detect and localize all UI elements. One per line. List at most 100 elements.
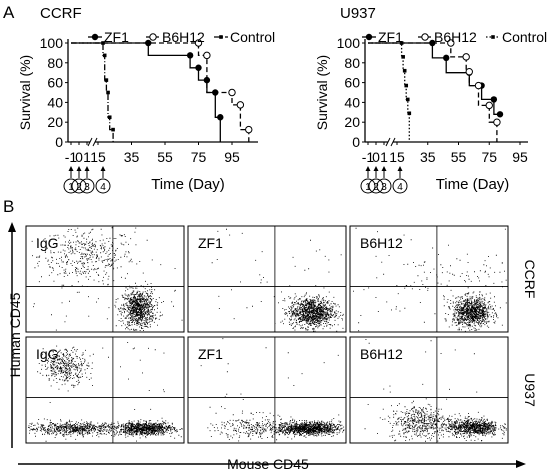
data-point	[485, 101, 493, 110]
flow-panel-label: B6H12	[360, 235, 403, 251]
treatment-arrowhead	[373, 166, 379, 171]
x-tick-label: 95	[224, 149, 240, 165]
y-tick-label: 0	[55, 134, 63, 150]
series-line-b6h12	[368, 42, 498, 142]
treatment-circle	[79, 178, 95, 194]
data-point	[447, 39, 455, 47]
treatment-arrowhead	[68, 166, 74, 171]
flow-events	[200, 338, 345, 442]
x-tick-label: 1	[83, 149, 91, 165]
legend-marker	[421, 33, 429, 41]
data-point	[195, 64, 202, 71]
series-line-zf1	[368, 42, 500, 115]
y-tick-label: 80	[344, 55, 360, 71]
flow-panel-label: IgG	[36, 346, 59, 362]
data-point	[236, 101, 245, 109]
data-point	[101, 41, 105, 45]
x-tick-label: 1	[380, 149, 388, 165]
legend-marker	[91, 33, 99, 41]
data-point	[245, 125, 253, 134]
legend-marker	[491, 35, 495, 39]
legend-marker	[365, 33, 373, 41]
axis-break	[385, 137, 391, 147]
flow-panel-frame	[349, 225, 509, 333]
y-tick-label: 20	[47, 114, 63, 130]
data-point	[462, 53, 470, 61]
flow-panel-frame	[25, 225, 185, 333]
data-point	[399, 41, 404, 45]
data-point	[465, 68, 473, 76]
treatment-number: 3	[84, 182, 90, 193]
x-axis-label: Time (Day)	[151, 176, 225, 193]
flow-panel-ccrf-zf1: ZF1	[187, 225, 347, 333]
data-point	[145, 39, 152, 47]
mouse-cd45-axis: Mouse CD45	[18, 456, 526, 472]
data-point	[474, 81, 483, 90]
row-label-u937: U937	[522, 373, 538, 407]
treatment-number: 4	[397, 182, 403, 193]
y-tick-label: 0	[352, 134, 360, 150]
x-tick-label: 15	[90, 149, 106, 165]
x-tick-label: 15	[389, 149, 405, 165]
legend-label-b6h12: B6H12	[434, 29, 477, 45]
flow-panel-ccrf-igg: IgG	[25, 225, 185, 333]
human-cd45-label: Human CD45	[7, 292, 23, 377]
legend-label-zf1: ZF1	[104, 29, 129, 45]
treatment-circle	[360, 178, 376, 194]
treatment-number: 2	[76, 182, 82, 193]
x-tick-label: 75	[191, 149, 207, 165]
flow-panel-u937-igg: IgG	[25, 336, 185, 444]
flow-panel-label: ZF1	[198, 235, 223, 251]
treatment-number: 1	[365, 182, 371, 193]
data-point	[102, 53, 107, 58]
data-point	[490, 96, 498, 103]
treatment-circle	[63, 178, 79, 194]
data-point	[401, 55, 405, 59]
data-point	[404, 83, 409, 88]
flow-events	[31, 227, 183, 331]
x-tick-label: -1	[65, 149, 78, 165]
flow-panel-label: B6H12	[360, 346, 403, 362]
y-axis-label: Survival (%)	[17, 55, 33, 130]
human-cd45-axis: Human CD45	[7, 222, 23, 448]
treatment-arrowhead	[365, 166, 371, 171]
series-line-zf1	[71, 42, 221, 142]
mouse-cd45-label: Mouse CD45	[227, 456, 309, 472]
flow-panel-ccrf-b6h12: B6H12	[349, 225, 509, 333]
y-tick-label: 60	[47, 75, 63, 91]
data-point	[106, 90, 110, 95]
flow-panel-u937-zf1: ZF1	[187, 336, 347, 444]
data-point	[186, 52, 194, 59]
data-point	[405, 97, 410, 102]
x-tick-label: 35	[124, 149, 140, 165]
legend-label-b6h12: B6H12	[162, 29, 205, 45]
axis-break	[87, 137, 93, 147]
flow-events	[211, 228, 344, 332]
x-tick-label: 95	[512, 149, 528, 165]
chart-title: U937	[340, 5, 376, 22]
x-tick-label: -1	[362, 149, 375, 165]
x-tick-label: 0	[372, 149, 380, 165]
treatment-number: 3	[381, 182, 387, 193]
flow-panel-label: ZF1	[198, 346, 223, 362]
axis-break	[390, 137, 396, 147]
treatment-arrowhead	[76, 166, 82, 171]
x-axis-label: Time (Day)	[436, 176, 510, 193]
data-point	[402, 68, 407, 73]
data-point	[203, 76, 211, 84]
data-point	[107, 115, 112, 120]
legend-label-zf1: ZF1	[378, 29, 403, 45]
x-tick-label: 75	[481, 149, 497, 165]
panel-b-letter: B	[3, 197, 14, 216]
treatment-number: 4	[100, 182, 106, 193]
flow-events	[364, 339, 507, 442]
y-tick-label: 60	[344, 75, 360, 91]
legend-marker	[219, 35, 223, 39]
row-label-ccrf: CCRF	[522, 260, 538, 299]
y-tick-label: 100	[40, 35, 64, 51]
series-line-b6h12	[71, 42, 250, 142]
y-tick-label: 40	[344, 94, 360, 110]
y-tick-label: 40	[47, 94, 63, 110]
data-point	[407, 111, 412, 116]
